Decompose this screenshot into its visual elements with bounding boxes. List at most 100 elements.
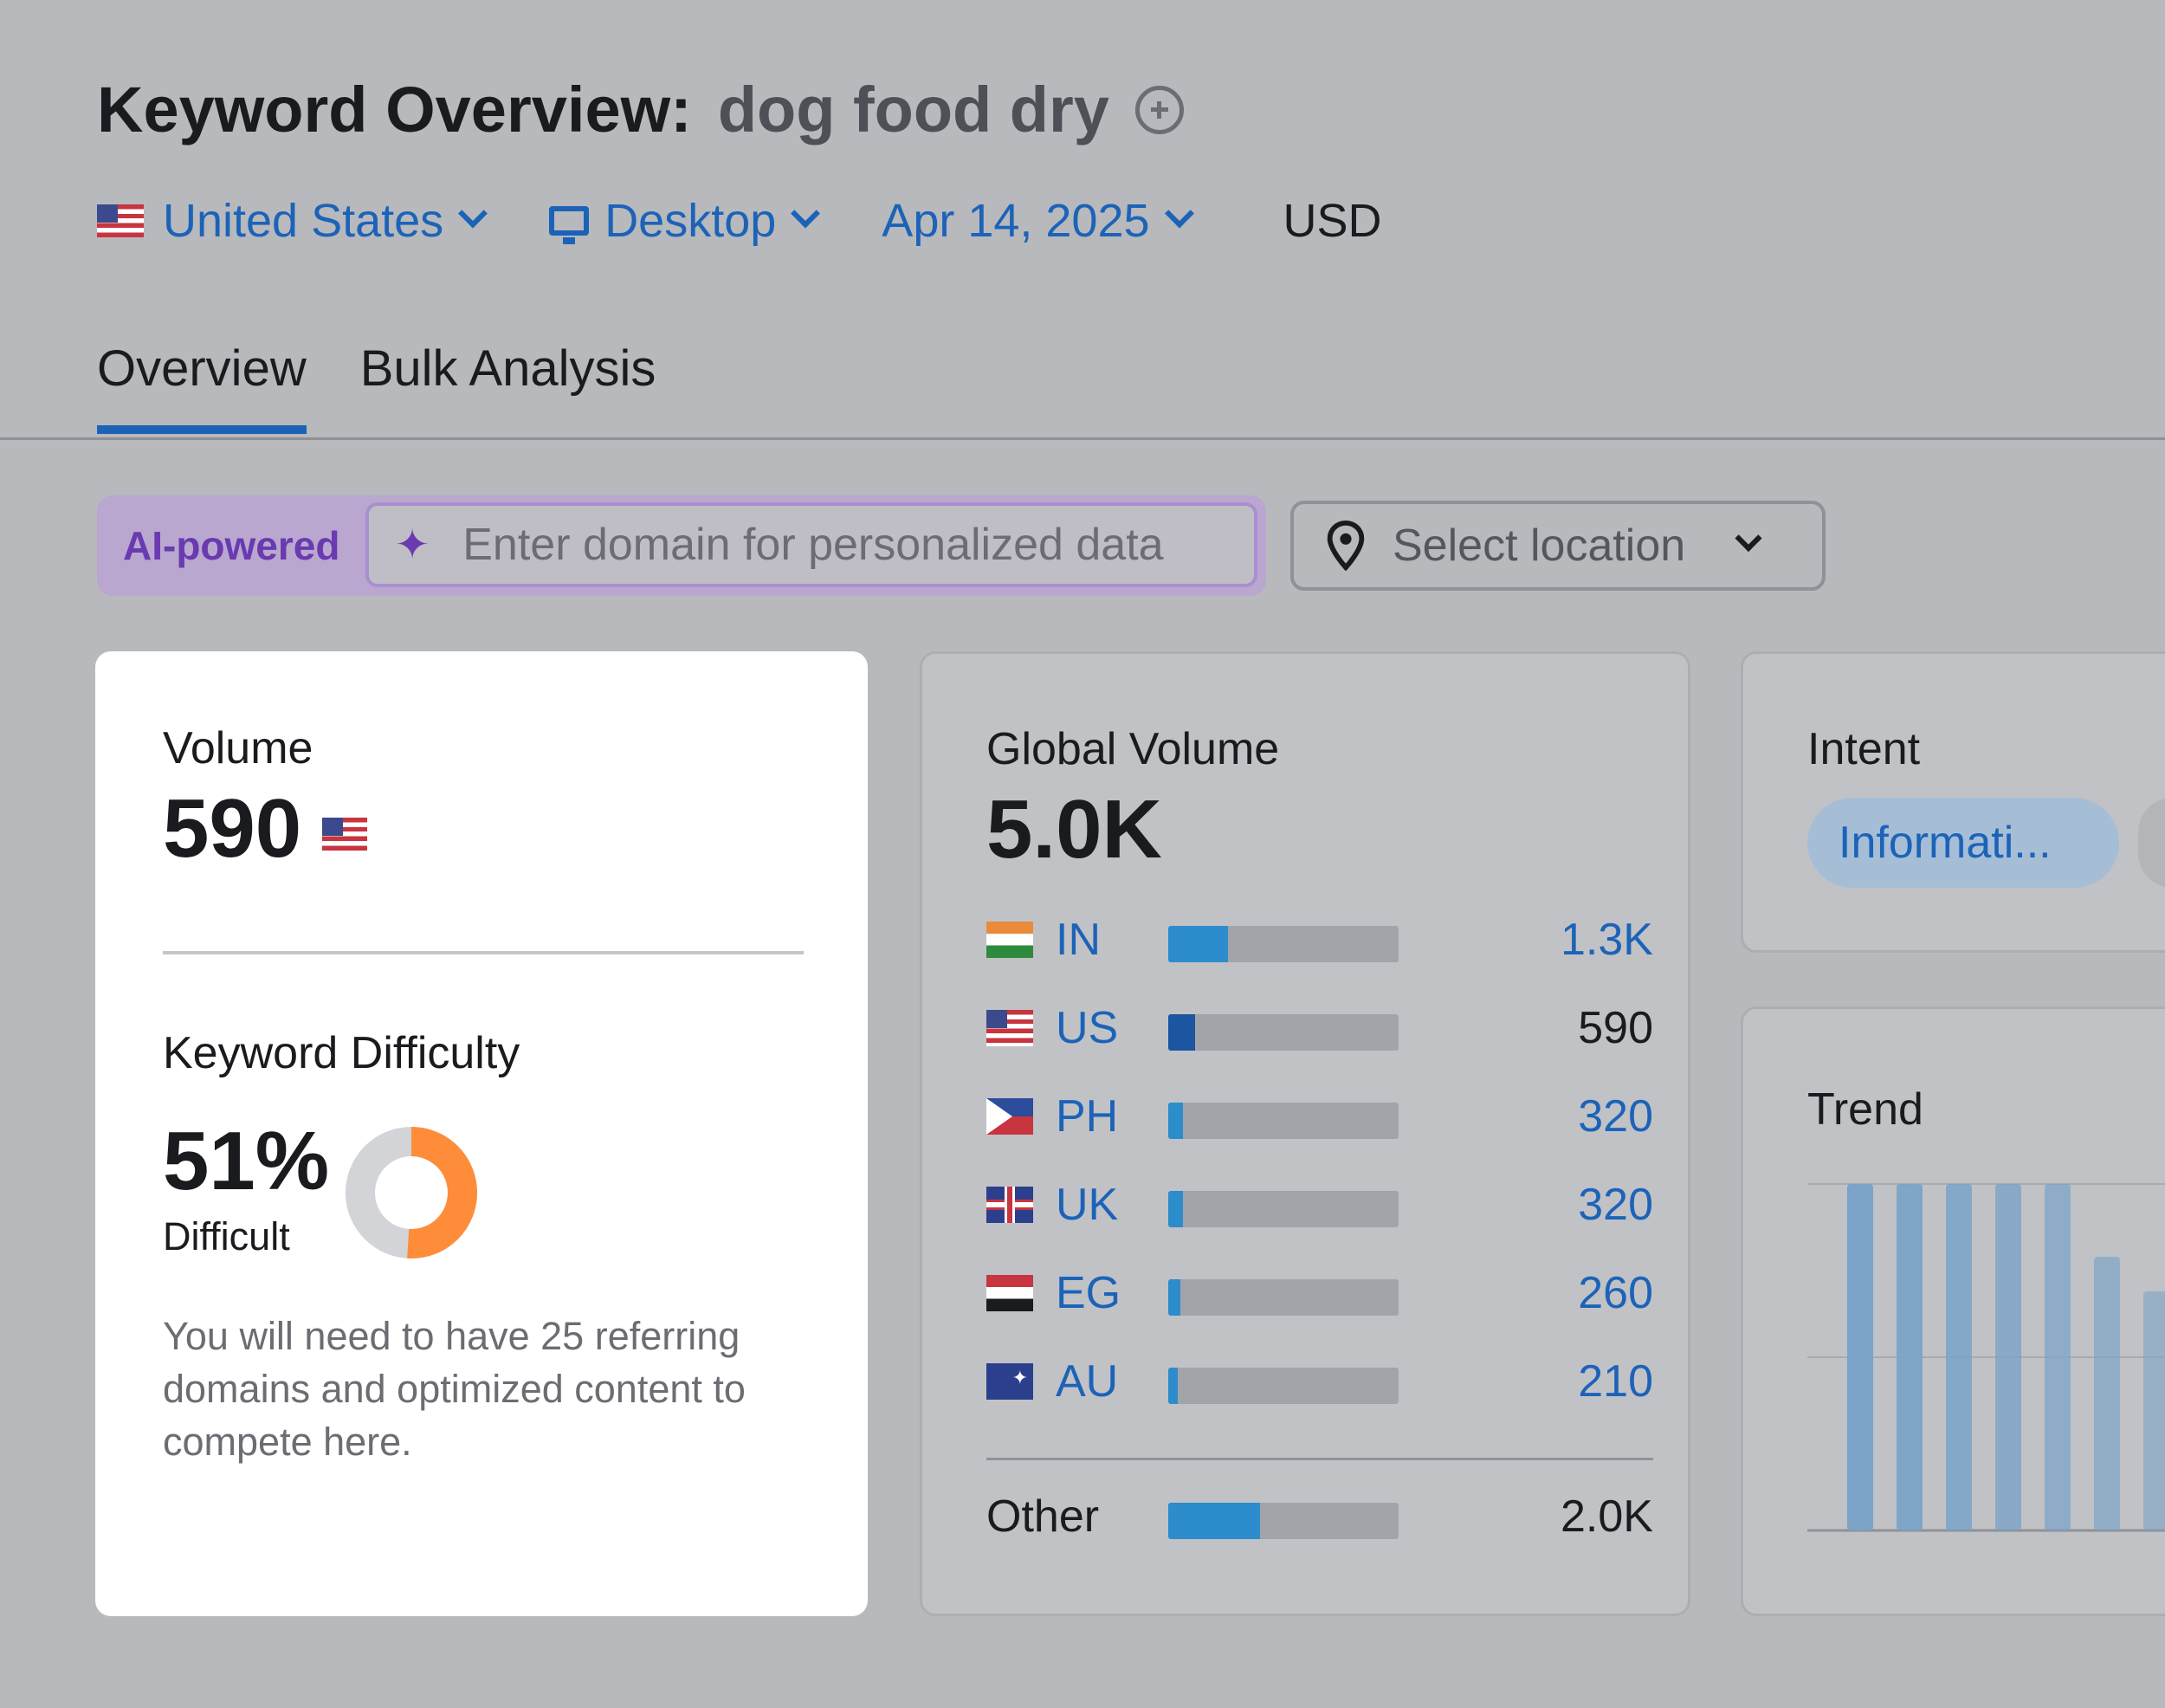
date-label: Apr 14, 2025: [882, 195, 1150, 247]
egypt-flag-icon: [986, 1275, 1033, 1311]
add-keyword-icon[interactable]: [1134, 85, 1184, 134]
country-bar: [1168, 926, 1399, 962]
sparkle-icon: ✦: [395, 522, 430, 568]
ai-powered-badge: AI-powered: [123, 523, 340, 568]
uk-flag-icon: [986, 1187, 1033, 1223]
location-select[interactable]: Select location: [1290, 501, 1826, 591]
trend-bar[interactable]: [1897, 1184, 1923, 1530]
kd-donut-chart: [346, 1127, 477, 1258]
us-flag-icon: [322, 818, 368, 851]
country-volume[interactable]: 260: [1578, 1268, 1653, 1318]
trend-bar[interactable]: [2094, 1257, 2120, 1530]
desktop-icon: [549, 206, 590, 244]
trend-chart: [1807, 1183, 2165, 1532]
country-bar-fill: [1168, 1014, 1196, 1051]
country-code: PH: [1056, 1091, 1119, 1142]
us-flag-icon: [97, 204, 144, 237]
country-bar-fill: [1168, 1368, 1179, 1404]
country-volume[interactable]: 320: [1578, 1180, 1653, 1230]
device-label: Desktop: [604, 195, 777, 247]
country-row[interactable]: IN 1.3K: [986, 914, 1653, 966]
kd-donut-fill: [346, 1127, 477, 1258]
intent-badge[interactable]: Informati...: [1807, 798, 2119, 888]
keyword-text: dog food dry: [717, 74, 1109, 146]
other-bar-fill: [1168, 1503, 1261, 1539]
tab-overview[interactable]: Overview: [97, 340, 307, 434]
country-row[interactable]: US 590: [986, 1002, 1653, 1054]
volume-divider: [163, 951, 804, 954]
tab-bar: Overview Bulk Analysis: [97, 340, 709, 434]
country-code: US: [1056, 1003, 1119, 1053]
country-label: United States: [163, 195, 444, 247]
chevron-down-icon: [1164, 198, 1194, 229]
trend-bar[interactable]: [2143, 1291, 2165, 1530]
country-bar: [1168, 1191, 1399, 1227]
country-bar: [1168, 1103, 1399, 1139]
country-code: AU: [1056, 1356, 1119, 1407]
intent-badge-secondary[interactable]: [2138, 798, 2165, 888]
kd-value: 51%: [163, 1115, 330, 1207]
global-volume-label: Global Volume: [986, 724, 1280, 774]
volume-card: Volume 590 Keyword Difficulty 51% Diffic…: [95, 651, 868, 1616]
kd-label: Keyword Difficulty: [163, 1028, 520, 1078]
chevron-down-icon: [1735, 524, 1762, 553]
country-bar: [1168, 1014, 1399, 1051]
country-volume[interactable]: 210: [1578, 1356, 1653, 1407]
country-row[interactable]: PH 320: [986, 1090, 1653, 1142]
kd-rating: Difficult: [163, 1214, 290, 1258]
country-bar-fill: [1168, 1279, 1180, 1316]
australia-flag-icon: [986, 1363, 1033, 1400]
filter-bar: United States Desktop Apr 14, 2025 USD: [97, 191, 1382, 251]
tab-divider: [0, 437, 2165, 440]
global-divider: [986, 1458, 1653, 1460]
other-row: Other 2.0K: [986, 1491, 1653, 1543]
country-volume: 590: [1578, 1003, 1653, 1053]
date-dropdown[interactable]: Apr 14, 2025: [882, 194, 1194, 248]
country-dropdown[interactable]: United States: [97, 194, 488, 248]
country-bar: [1168, 1368, 1399, 1404]
kd-description: You will need to have 25 referring domai…: [163, 1314, 746, 1464]
country-bar-fill: [1168, 926, 1229, 962]
intent-card: Intent Informati...: [1741, 651, 2165, 953]
tab-bulk-analysis[interactable]: Bulk Analysis: [359, 340, 656, 397]
country-row[interactable]: EG 260: [986, 1267, 1653, 1319]
other-bar: [1168, 1503, 1399, 1539]
other-volume: 2.0K: [1561, 1491, 1653, 1542]
india-flag-icon: [986, 922, 1033, 958]
volume-value: 590: [163, 782, 302, 875]
trend-bar[interactable]: [1995, 1184, 2021, 1530]
chevron-down-icon: [458, 198, 488, 229]
country-bar-fill: [1168, 1103, 1184, 1139]
other-label: Other: [986, 1491, 1100, 1542]
chevron-down-icon: [791, 198, 821, 229]
philippines-flag-icon: [986, 1098, 1033, 1135]
title-prefix: Keyword Overview:: [97, 74, 692, 146]
country-row[interactable]: UK 320: [986, 1179, 1653, 1231]
country-bar-fill: [1168, 1191, 1184, 1227]
country-volume[interactable]: 1.3K: [1561, 915, 1653, 965]
country-code: IN: [1056, 915, 1101, 965]
us-flag-icon: [986, 1010, 1033, 1046]
domain-input-placeholder: Enter domain for personalized data: [462, 520, 1164, 570]
trend-label: Trend: [1807, 1084, 1923, 1135]
intent-label: Intent: [1807, 724, 1921, 774]
location-placeholder: Select location: [1393, 521, 1686, 571]
trend-bar[interactable]: [2045, 1184, 2071, 1530]
ai-domain-bar: AI-powered ✦ Enter domain for personaliz…: [97, 495, 1266, 596]
trend-card: Trend: [1741, 1006, 2165, 1616]
global-volume-value: 5.0K: [986, 783, 1162, 876]
country-volume[interactable]: 320: [1578, 1091, 1653, 1142]
trend-bar[interactable]: [1946, 1184, 1972, 1530]
location-pin-icon: [1325, 520, 1367, 572]
domain-input[interactable]: ✦ Enter domain for personalized data: [365, 502, 1257, 587]
country-code: EG: [1056, 1268, 1121, 1318]
device-dropdown[interactable]: Desktop: [549, 194, 821, 248]
trend-bar[interactable]: [1847, 1184, 1873, 1530]
volume-label: Volume: [163, 723, 313, 773]
global-volume-card: Global Volume 5.0K IN 1.3K US 590 PH 320…: [920, 651, 1690, 1616]
country-bar: [1168, 1279, 1399, 1316]
country-row[interactable]: AU 210: [986, 1355, 1653, 1407]
page-title: Keyword Overview: dog food dry: [97, 73, 1184, 146]
country-code: UK: [1056, 1180, 1119, 1230]
currency-label: USD: [1283, 195, 1382, 247]
